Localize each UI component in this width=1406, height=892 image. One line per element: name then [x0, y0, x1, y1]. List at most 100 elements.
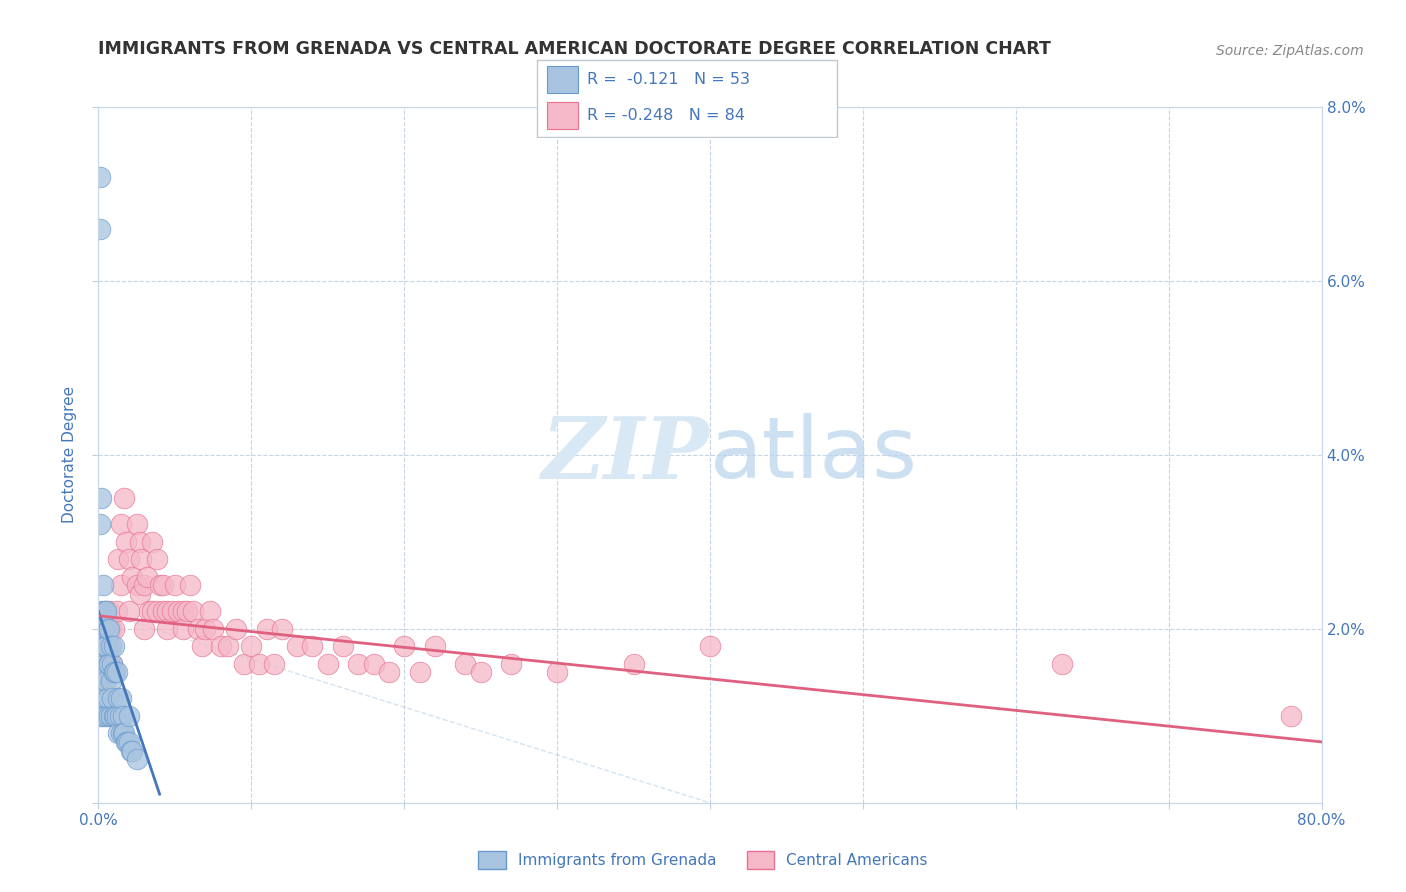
Point	[94, 639, 117, 653]
Point	[118, 605, 141, 619]
Point	[118, 735, 141, 749]
Point	[89, 674, 111, 689]
Point	[125, 752, 148, 766]
Point	[134, 578, 156, 592]
Point	[97, 691, 120, 706]
Point	[90, 605, 112, 619]
Point	[699, 639, 721, 653]
Point	[117, 735, 139, 749]
Point	[90, 682, 112, 697]
Point	[98, 657, 121, 671]
Point	[163, 578, 186, 592]
Point	[104, 708, 127, 723]
Point	[156, 605, 179, 619]
Point	[120, 744, 142, 758]
Point	[194, 622, 217, 636]
Point	[94, 708, 117, 723]
Point	[128, 535, 150, 549]
Point	[332, 639, 354, 653]
Point	[110, 726, 132, 740]
Point	[121, 570, 143, 584]
Point	[98, 708, 121, 723]
Point	[176, 605, 198, 619]
Point	[167, 605, 190, 619]
Point	[100, 674, 122, 689]
Point	[94, 605, 117, 619]
Point	[263, 657, 285, 671]
Point	[172, 622, 194, 636]
Point	[152, 605, 174, 619]
Point	[202, 622, 225, 636]
Point	[103, 708, 125, 723]
Point	[115, 735, 138, 749]
Point	[93, 657, 115, 671]
Point	[454, 657, 477, 671]
Point	[97, 622, 120, 636]
Point	[423, 639, 446, 653]
Point	[91, 622, 114, 636]
Point	[134, 622, 156, 636]
Point	[111, 708, 134, 723]
Point	[101, 657, 124, 671]
Point	[94, 622, 117, 636]
Point	[107, 726, 129, 740]
Point	[105, 605, 128, 619]
Point	[270, 622, 292, 636]
Point	[108, 708, 131, 723]
Point	[103, 622, 125, 636]
Point	[121, 744, 143, 758]
Point	[100, 622, 122, 636]
Point	[93, 605, 115, 619]
Point	[347, 657, 370, 671]
Point	[301, 639, 323, 653]
Point	[89, 221, 111, 235]
Point	[115, 535, 138, 549]
Point	[112, 491, 135, 506]
Point	[125, 517, 148, 532]
Point	[90, 639, 112, 653]
Point	[256, 622, 278, 636]
Point	[501, 657, 523, 671]
Point	[91, 622, 114, 636]
Text: atlas: atlas	[710, 413, 918, 497]
Point	[91, 665, 114, 680]
Point	[89, 169, 111, 184]
Point	[152, 578, 174, 592]
Point	[91, 708, 114, 723]
Point	[285, 639, 308, 653]
Text: ZIP: ZIP	[543, 413, 710, 497]
Point	[378, 665, 401, 680]
Point	[156, 622, 179, 636]
Point	[198, 605, 221, 619]
Point	[101, 657, 124, 671]
Point	[316, 657, 339, 671]
Point	[172, 605, 194, 619]
Legend: Immigrants from Grenada, Central Americans: Immigrants from Grenada, Central America…	[472, 845, 934, 875]
Point	[145, 605, 167, 619]
Point	[107, 691, 129, 706]
Point	[408, 665, 430, 680]
Point	[138, 605, 160, 619]
Point	[89, 517, 111, 532]
Point	[94, 674, 117, 689]
Point	[225, 622, 247, 636]
Point	[470, 665, 492, 680]
Text: IMMIGRANTS FROM GRENADA VS CENTRAL AMERICAN DOCTORATE DEGREE CORRELATION CHART: IMMIGRANTS FROM GRENADA VS CENTRAL AMERI…	[98, 40, 1052, 58]
Point	[90, 691, 112, 706]
Point	[187, 622, 209, 636]
Point	[232, 657, 254, 671]
Point	[181, 605, 204, 619]
Point	[110, 691, 132, 706]
Point	[91, 674, 114, 689]
Point	[141, 535, 163, 549]
Point	[100, 708, 122, 723]
Point	[98, 605, 121, 619]
Point	[93, 639, 115, 653]
Point	[104, 665, 127, 680]
Point	[217, 639, 239, 653]
Point	[145, 552, 167, 566]
Point	[89, 708, 111, 723]
Point	[90, 639, 112, 653]
Point	[112, 726, 135, 740]
Point	[90, 491, 112, 506]
